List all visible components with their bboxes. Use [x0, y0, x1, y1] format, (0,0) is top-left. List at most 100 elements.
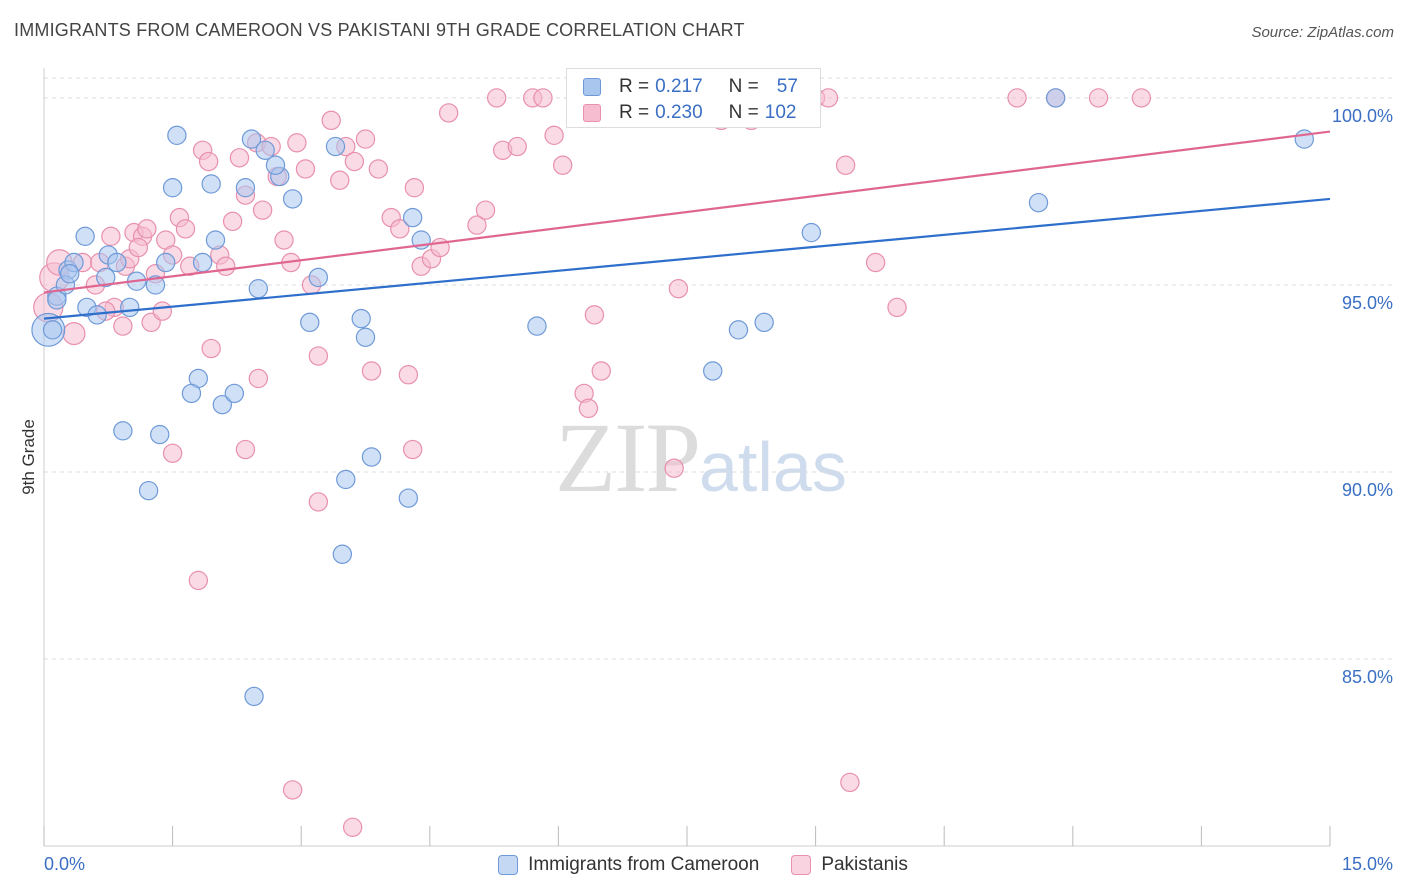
- pakistanis-point: [887, 297, 907, 318]
- r-label: R =: [619, 76, 650, 97]
- cameroon-point: [60, 264, 80, 284]
- pakistanis-point: [175, 219, 196, 239]
- pakistanis-point: [1007, 88, 1027, 108]
- chart-title: IMMIGRANTS FROM CAMEROON VS PAKISTANI 9T…: [14, 20, 745, 40]
- pakistanis-point: [486, 88, 507, 108]
- cameroon-point: [241, 129, 262, 149]
- watermark-atlas: atlas: [699, 428, 847, 506]
- pakistanis-point: [344, 151, 365, 172]
- pakistanis-point: [591, 361, 611, 381]
- cameroon-point: [107, 252, 127, 273]
- pakistanis-point: [162, 443, 183, 463]
- cameroon-point: [181, 383, 202, 404]
- pakistanis-point: [308, 492, 329, 512]
- pakistanis-point: [62, 322, 86, 346]
- pakistanis-point: [248, 368, 269, 389]
- pakistanis-point: [295, 159, 316, 179]
- pakistanis-point: [507, 136, 527, 157]
- pakistanis-point: [1088, 88, 1109, 108]
- cameroon-point: [150, 424, 170, 445]
- pakistanis-point: [818, 88, 839, 108]
- watermark-zip: ZIP: [555, 402, 701, 513]
- cameroon-point: [1028, 192, 1049, 213]
- pakistanis-point: [578, 398, 599, 419]
- cameroon-point: [325, 136, 346, 157]
- pakistanis-point: [552, 155, 573, 175]
- pakistanis-point: [402, 439, 423, 460]
- cameroon-point: [75, 226, 95, 247]
- cameroon-legend-label: Immigrants from Cameroon: [528, 854, 760, 875]
- pakistanis-point: [390, 219, 410, 239]
- pakistanis-point: [361, 361, 382, 381]
- cameroon-point: [162, 178, 183, 198]
- cameroon-point: [212, 394, 233, 415]
- label-layer: 85.0% 90.0% 95.0% 100.0% 0.0% 15.0% 9th Grade: [19, 106, 1393, 874]
- x-tick-label: 0.0%: [44, 854, 85, 874]
- pakistanis-point: [101, 226, 121, 247]
- pakistanis-legend-label: Pakistanis: [821, 854, 908, 875]
- pakistanis-point: [544, 125, 564, 146]
- cameroon-legend-swatch: [498, 855, 519, 875]
- y-tick-label: 85.0%: [1342, 667, 1393, 687]
- pakistanis-n-value: 102: [764, 102, 797, 123]
- cameroon-point: [113, 421, 133, 441]
- pakistanis-point: [664, 458, 684, 478]
- cameroon-point: [1045, 88, 1066, 108]
- legend-row-cameroon: R = 0.217 N = 57: [583, 74, 798, 100]
- pakistanis-point: [342, 817, 363, 837]
- cameroon-point: [801, 222, 822, 243]
- r-label: R =: [619, 102, 650, 123]
- cameroon-point: [42, 320, 63, 340]
- pakistanis-point: [188, 570, 209, 591]
- pakistanis-point: [113, 316, 133, 336]
- cameroon-point: [728, 320, 749, 340]
- pakistanis-point: [840, 772, 860, 793]
- x-tick-label: 15.0%: [1342, 854, 1393, 874]
- cameroon-point: [1294, 129, 1314, 149]
- cameroon-point: [120, 297, 140, 318]
- legend-item-pakistanis[interactable]: Pakistanis: [791, 852, 908, 878]
- cameroon-point: [192, 252, 213, 273]
- cameroon-point: [201, 174, 221, 194]
- pakistanis-point: [282, 780, 303, 800]
- pakistanis-trend-line: [43, 130, 1331, 294]
- pakistanis-swatch: [583, 104, 601, 122]
- pakistanis-point: [229, 148, 250, 168]
- pakistanis-point: [398, 365, 419, 385]
- pakistanis-point: [668, 278, 689, 299]
- cameroon-point: [96, 267, 116, 288]
- cameroon-point: [703, 361, 723, 381]
- pakistanis-point: [308, 346, 329, 366]
- pakistanis-point: [152, 301, 173, 321]
- pakistanis-point: [330, 170, 350, 190]
- pakistanis-point: [137, 219, 157, 239]
- cameroon-point: [205, 230, 226, 250]
- pakistanis-point: [321, 110, 341, 131]
- legend-item-cameroon[interactable]: Immigrants from Cameroon: [498, 852, 759, 878]
- cameroon-point: [355, 327, 376, 347]
- cameroon-point: [156, 252, 176, 273]
- cameroon-point: [361, 447, 382, 467]
- cameroon-r-value: 0.217: [655, 76, 703, 97]
- trend-layer: [43, 130, 1331, 320]
- cameroon-point: [265, 155, 286, 175]
- cameroon-point: [224, 383, 245, 404]
- n-label: N =: [728, 76, 759, 97]
- cameroon-point: [244, 686, 264, 707]
- pakistanis-point: [865, 252, 886, 273]
- cameroon-point: [300, 312, 320, 333]
- pakistanis-point: [475, 200, 496, 220]
- watermark: ZIPatlas: [555, 400, 847, 515]
- cameroon-n-value: 57: [776, 76, 798, 97]
- pakistanis-point: [201, 338, 221, 359]
- pakistanis-point: [222, 211, 243, 232]
- cameroon-trend-line: [43, 197, 1331, 320]
- pakistanis-point: [287, 133, 307, 153]
- y-tick-label: 100.0%: [1332, 106, 1393, 126]
- pakistanis-point: [216, 256, 236, 276]
- n-label: N =: [728, 102, 759, 123]
- pakistanis-point: [438, 103, 459, 123]
- pakistanis-point: [355, 129, 376, 149]
- cameroon-point: [336, 469, 356, 490]
- pakistanis-point: [467, 215, 487, 235]
